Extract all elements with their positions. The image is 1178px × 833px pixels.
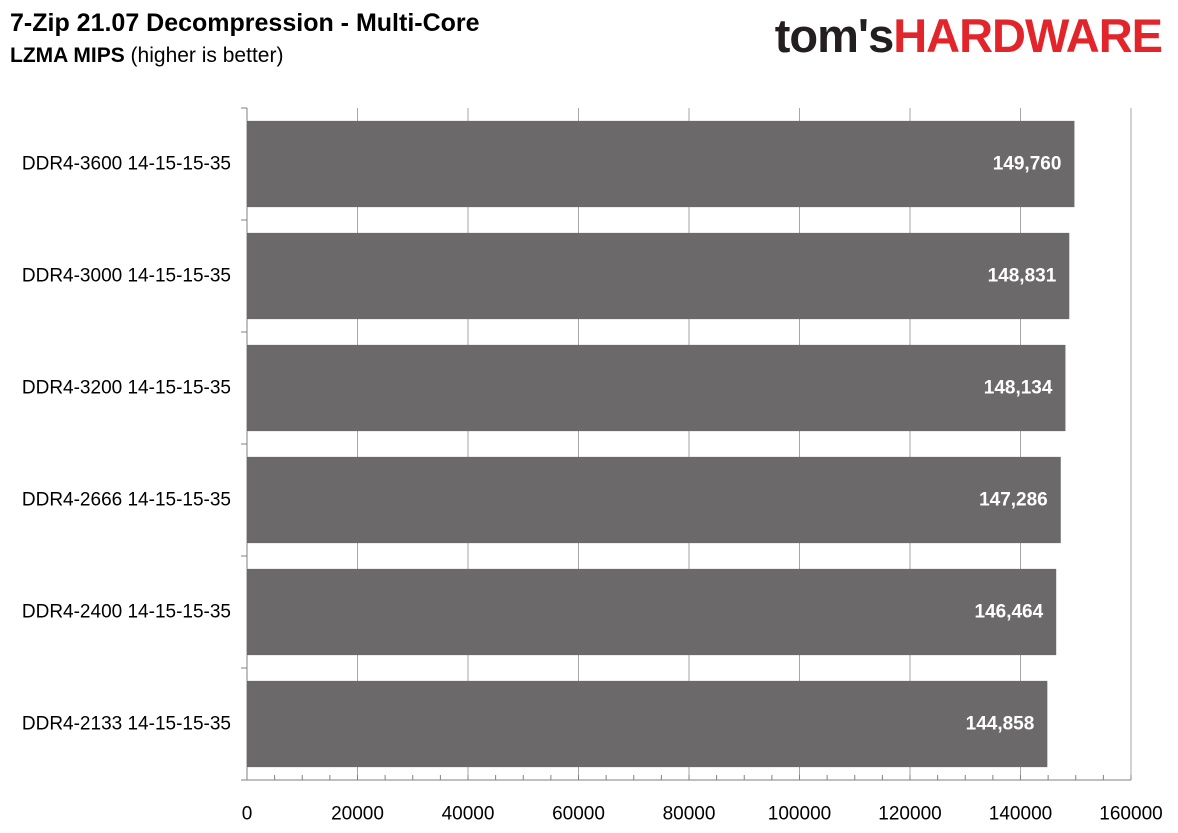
bar-value-label-6: 144,858 bbox=[966, 714, 1035, 735]
x-tick-label-6: 120000 bbox=[878, 804, 941, 825]
bar-value-label-2: 148,831 bbox=[988, 266, 1057, 287]
category-label-4: DDR4-2666 14-15-15-35 bbox=[22, 490, 231, 511]
x-tick-label-2: 40000 bbox=[442, 804, 495, 825]
brand-logo: tom'sHARDWARE bbox=[774, 8, 1163, 64]
x-tick-label-1: 20000 bbox=[331, 804, 384, 825]
x-tick-label-5: 100000 bbox=[768, 804, 831, 825]
chart-title: 7-Zip 21.07 Decompression - Multi-Core bbox=[10, 9, 480, 37]
bar-6 bbox=[247, 680, 1048, 768]
category-label-1: DDR4-3600 14-15-15-35 bbox=[22, 154, 231, 175]
x-tick-label-4: 80000 bbox=[663, 804, 716, 825]
bar-3 bbox=[247, 344, 1066, 432]
chart-subtitle: LZMA MIPS (higher is better) bbox=[10, 44, 283, 68]
bar-value-label-5: 146,464 bbox=[975, 602, 1044, 623]
bar-1 bbox=[247, 120, 1075, 208]
x-tick-label-8: 160000 bbox=[1099, 804, 1162, 825]
bar-5 bbox=[247, 568, 1057, 656]
logo-part-toms: tom's bbox=[774, 9, 894, 62]
subtitle-metric: LZMA MIPS bbox=[10, 44, 125, 67]
logo-part-hardware: HARDWARE bbox=[893, 9, 1163, 62]
category-label-6: DDR4-2133 14-15-15-35 bbox=[22, 714, 231, 735]
bar-value-label-3: 148,134 bbox=[984, 378, 1053, 399]
bar-value-label-4: 147,286 bbox=[979, 490, 1048, 511]
x-tick-label-7: 140000 bbox=[989, 804, 1052, 825]
bar-2 bbox=[247, 232, 1070, 320]
category-label-3: DDR4-3200 14-15-15-35 bbox=[22, 378, 231, 399]
x-tick-label-3: 60000 bbox=[552, 804, 605, 825]
bar-value-label-1: 149,760 bbox=[993, 154, 1062, 175]
category-label-2: DDR4-3000 14-15-15-35 bbox=[22, 266, 231, 287]
subtitle-note: (higher is better) bbox=[124, 44, 284, 67]
x-tick-label-0: 0 bbox=[242, 804, 253, 825]
category-label-5: DDR4-2400 14-15-15-35 bbox=[22, 602, 231, 623]
bar-4 bbox=[247, 456, 1061, 544]
